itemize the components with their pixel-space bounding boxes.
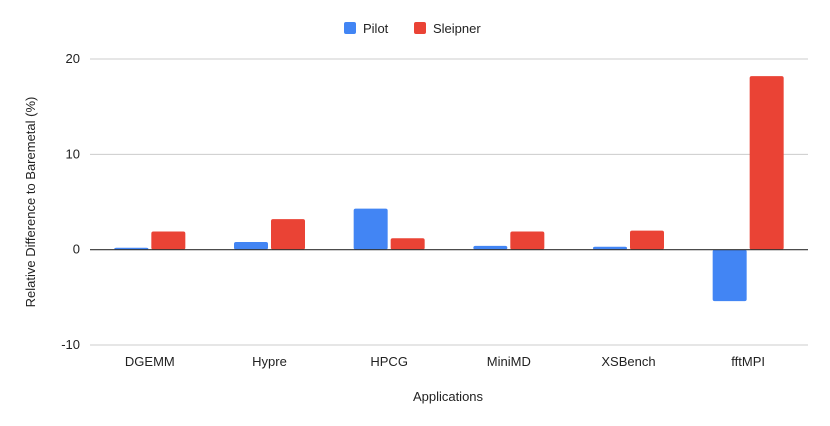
x-tick-label: XSBench [601, 354, 655, 369]
bar-sleipner-hypre [271, 219, 305, 250]
bar-sleipner-fftmpi [749, 76, 784, 250]
x-axis-title: Applications [413, 389, 484, 404]
bar-pilot-minimd [473, 245, 508, 250]
legend-swatch-sleipner [414, 22, 426, 34]
bar-pilot-hpcg [353, 208, 388, 250]
x-tick-labels: DGEMM Hypre HPCG MiniMD XSBench fftMPI [125, 354, 765, 369]
y-axis-title: Relative Difference to Baremetal (%) [23, 97, 38, 308]
gridlines [90, 58, 808, 346]
x-tick-label: Hypre [252, 354, 287, 369]
legend-label-sleipner: Sleipner [433, 21, 481, 36]
bar-pilot-xsbench [593, 246, 627, 250]
y-tick-label: 0 [73, 242, 80, 257]
bar-sleipner-hpcg [390, 238, 425, 250]
y-tick-label: 20 [66, 51, 80, 66]
bar-sleipner-dgemm [151, 231, 186, 250]
legend-label-pilot: Pilot [363, 21, 389, 36]
x-tick-label: DGEMM [125, 354, 175, 369]
bar-sleipner-xsbench [630, 230, 664, 250]
x-tick-label: HPCG [370, 354, 408, 369]
x-tick-label: MiniMD [487, 354, 531, 369]
bars [114, 76, 784, 302]
y-tick-label: -10 [61, 337, 80, 352]
legend-swatch-pilot [344, 22, 356, 34]
bar-pilot-hypre [234, 242, 268, 250]
legend: Pilot Sleipner [344, 21, 481, 36]
x-tick-label: fftMPI [731, 354, 765, 369]
y-tick-labels: -10 0 10 20 [61, 51, 80, 352]
bar-sleipner-minimd [510, 231, 545, 250]
bar-pilot-fftmpi [712, 249, 747, 302]
y-tick-label: 10 [66, 146, 80, 161]
